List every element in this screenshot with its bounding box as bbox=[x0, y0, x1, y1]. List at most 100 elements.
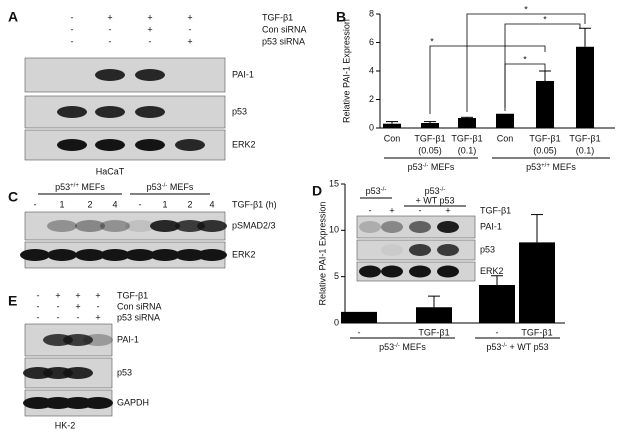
error-bar bbox=[428, 295, 440, 308]
lane-sign: - bbox=[109, 24, 112, 34]
blot-band bbox=[409, 244, 431, 256]
group-label: p53-/- bbox=[425, 186, 446, 196]
bar bbox=[383, 123, 401, 128]
blot-band bbox=[135, 139, 165, 151]
y-tick-label: 2 bbox=[369, 94, 374, 104]
lane-sign: - bbox=[37, 312, 40, 322]
group-label-part: MEFs bbox=[428, 162, 454, 172]
lane-sign: - bbox=[109, 36, 112, 46]
x-tick-label: Con bbox=[497, 133, 514, 143]
condition-label: TGF-β1 bbox=[117, 290, 148, 300]
group-label: p53-/- + WT p53 bbox=[486, 342, 548, 352]
lane-sign: + bbox=[95, 312, 100, 322]
blot-band bbox=[83, 397, 113, 409]
blot-band bbox=[381, 244, 403, 256]
panel-label: C bbox=[8, 189, 18, 205]
x-tick-label: TGF-β1 bbox=[529, 133, 560, 143]
blot-band bbox=[437, 221, 459, 233]
group-label-part: +/+ bbox=[541, 163, 550, 169]
blot-band bbox=[135, 69, 165, 81]
condition-label: TGF-β1 bbox=[480, 205, 511, 215]
bar bbox=[458, 118, 476, 128]
lane-label: 4 bbox=[112, 199, 117, 209]
x-tick-label: TGF-β1 bbox=[451, 133, 482, 143]
blot-band bbox=[409, 265, 431, 278]
blot-band bbox=[197, 249, 227, 261]
blot-band bbox=[75, 249, 105, 261]
band-label: PAI-1 bbox=[232, 69, 254, 79]
group-label-part: -/- bbox=[440, 187, 446, 193]
group-label-part: p53 bbox=[379, 342, 394, 352]
x-tick-label: TGF-β1 bbox=[414, 133, 445, 143]
group-label: p53-/- MEFs bbox=[379, 342, 426, 352]
group-label-part: p53 bbox=[425, 186, 440, 196]
significance-star: * bbox=[524, 4, 528, 14]
group-label-part: p53 bbox=[526, 162, 541, 172]
group-label-part: MEFs bbox=[550, 162, 576, 172]
error-bar bbox=[579, 27, 591, 47]
error-bar bbox=[424, 121, 436, 124]
error-bar bbox=[491, 275, 503, 286]
group-label-part: -/- bbox=[423, 163, 429, 169]
lane-sign: - bbox=[37, 290, 40, 300]
lane-sign: + bbox=[55, 290, 60, 300]
group-label: p53+/+ MEFs bbox=[55, 182, 105, 192]
lane-sign: - bbox=[149, 36, 152, 46]
panel-label: A bbox=[8, 9, 18, 25]
lane-label: 2 bbox=[87, 199, 92, 209]
y-tick-label: 6 bbox=[369, 37, 374, 47]
lane-sign: + bbox=[95, 290, 100, 300]
group-label-part: MEFs bbox=[400, 342, 426, 352]
blot-band bbox=[197, 220, 227, 232]
blot-band bbox=[20, 249, 50, 261]
lane-label: - bbox=[34, 199, 37, 209]
lane-label: - bbox=[369, 205, 372, 215]
group-label-part: + WT p53 bbox=[507, 342, 549, 352]
group-label: + WT p53 bbox=[415, 195, 454, 205]
blot-band bbox=[135, 106, 165, 118]
band-label: ERK2 bbox=[480, 266, 504, 276]
blot-band bbox=[409, 221, 431, 233]
condition-label: p53 siRNA bbox=[117, 312, 160, 322]
x-tick-label: - bbox=[358, 327, 361, 337]
blot-band bbox=[57, 139, 87, 151]
band-label: PAI-1 bbox=[117, 334, 139, 344]
y-axis-label: Relative PAI-1 Expression bbox=[317, 202, 327, 306]
lane-label: - bbox=[139, 199, 142, 209]
x-tick-label: TGF-β1 bbox=[418, 327, 449, 337]
band-label: ERK2 bbox=[232, 139, 256, 149]
error-bar bbox=[386, 121, 398, 124]
bar bbox=[479, 285, 515, 323]
lane-sign: + bbox=[147, 24, 152, 34]
x-tick-label: TGF-β1 bbox=[521, 327, 552, 337]
lane-sign: - bbox=[57, 301, 60, 311]
blot-band bbox=[437, 265, 459, 278]
group-label: p53+/+ MEFs bbox=[526, 162, 576, 172]
cell-line: HaCaT bbox=[96, 166, 125, 176]
lane-sign: - bbox=[57, 312, 60, 322]
significance-star: * bbox=[543, 14, 547, 24]
blot-band bbox=[95, 69, 125, 81]
group-label-part: p53 bbox=[408, 162, 423, 172]
x-tick-label: (0.05) bbox=[533, 145, 557, 155]
blot-band bbox=[359, 265, 381, 278]
blot-band bbox=[95, 106, 125, 118]
y-tick-label: 0 bbox=[369, 122, 374, 132]
blot-band bbox=[437, 244, 459, 256]
panel-label: D bbox=[312, 183, 322, 199]
error-bar bbox=[539, 70, 551, 81]
bar bbox=[421, 123, 439, 128]
group-label: p53-/- bbox=[366, 186, 387, 196]
cell-line: HK-2 bbox=[55, 420, 76, 430]
y-axis-label: Relative PAI-1 Expression bbox=[341, 19, 351, 123]
lane-sign: + bbox=[187, 36, 192, 46]
lane-sign: - bbox=[77, 312, 80, 322]
band-label: PAI-1 bbox=[480, 221, 502, 231]
y-tick-label: 0 bbox=[334, 317, 339, 327]
bar bbox=[496, 113, 514, 128]
significance-star: * bbox=[523, 54, 527, 64]
blot-band bbox=[150, 220, 180, 232]
group-label-part: p53 bbox=[55, 182, 70, 192]
x-tick-label: (0.1) bbox=[576, 145, 595, 155]
